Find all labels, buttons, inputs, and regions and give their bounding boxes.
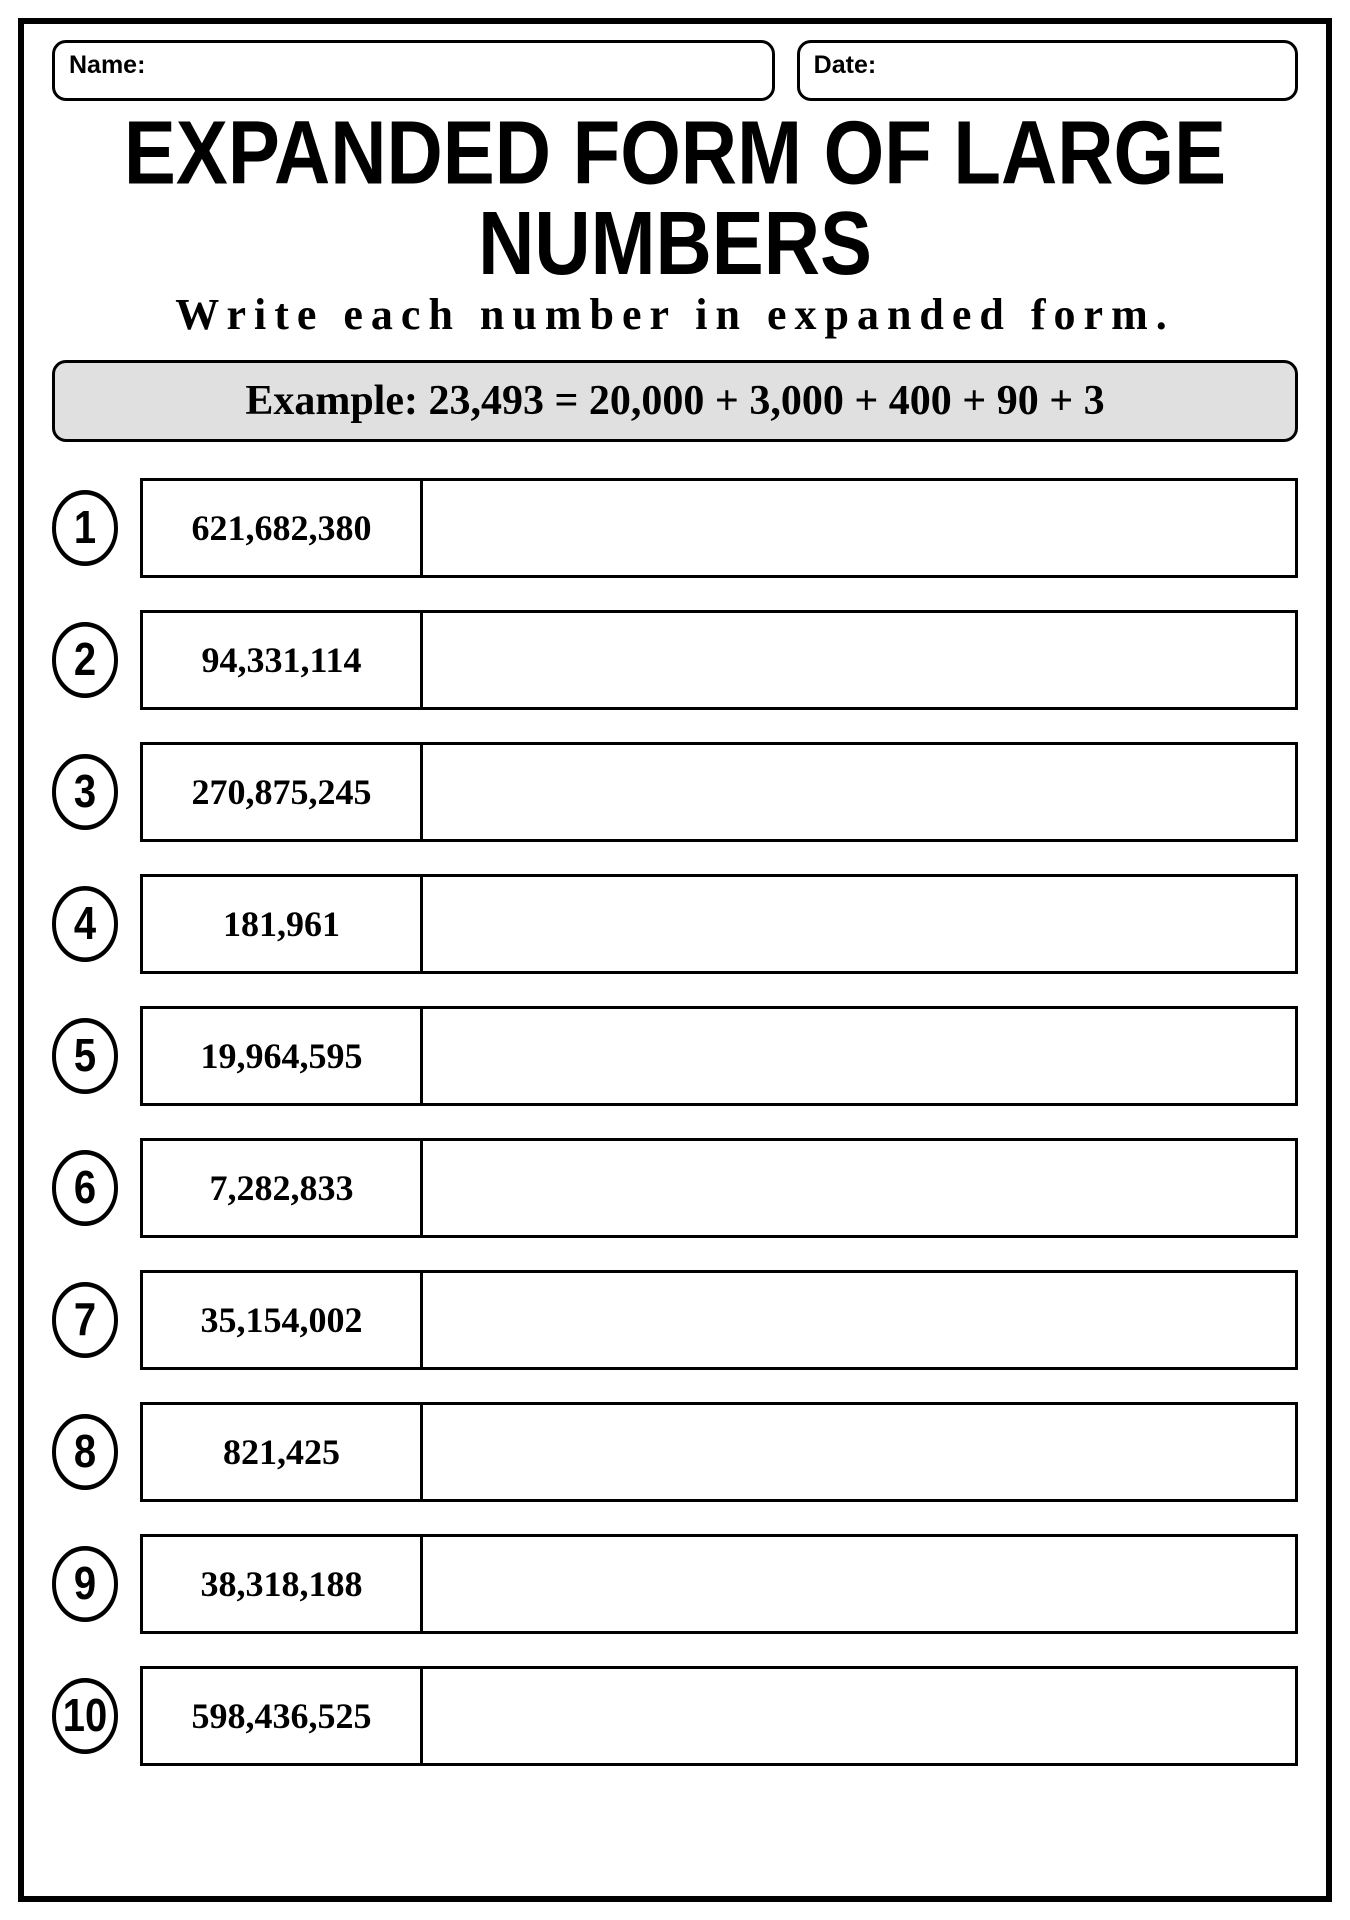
answer-blank[interactable] — [423, 877, 1295, 971]
answer-box: 598,436,525 — [140, 1666, 1298, 1766]
date-field[interactable]: Date: — [797, 40, 1298, 101]
problem-number: 5 — [52, 1018, 118, 1094]
answer-box: 38,318,188 — [140, 1534, 1298, 1634]
problem-row: 3 270,875,245 — [52, 742, 1298, 842]
answer-blank[interactable] — [423, 1273, 1295, 1367]
answer-box: 35,154,002 — [140, 1270, 1298, 1370]
answer-blank[interactable] — [423, 1537, 1295, 1631]
problem-value: 7,282,833 — [143, 1141, 423, 1235]
answer-box: 270,875,245 — [140, 742, 1298, 842]
problem-row: 7 35,154,002 — [52, 1270, 1298, 1370]
problem-value: 35,154,002 — [143, 1273, 423, 1367]
problem-row: 9 38,318,188 — [52, 1534, 1298, 1634]
problem-row: 6 7,282,833 — [52, 1138, 1298, 1238]
answer-blank[interactable] — [423, 1141, 1295, 1235]
answer-blank[interactable] — [423, 481, 1295, 575]
problem-number: 3 — [52, 754, 118, 830]
problem-row: 1 621,682,380 — [52, 478, 1298, 578]
worksheet-title: EXPANDED FORM OF LARGE NUMBERS — [83, 109, 1267, 289]
problem-number: 10 — [52, 1678, 118, 1754]
answer-box: 181,961 — [140, 874, 1298, 974]
problem-value: 19,964,595 — [143, 1009, 423, 1103]
problem-row: 10 598,436,525 — [52, 1666, 1298, 1766]
answer-blank[interactable] — [423, 1009, 1295, 1103]
problem-row: 4 181,961 — [52, 874, 1298, 974]
problem-value: 94,331,114 — [143, 613, 423, 707]
problem-value: 598,436,525 — [143, 1669, 423, 1763]
problem-number: 9 — [52, 1546, 118, 1622]
problem-value: 270,875,245 — [143, 745, 423, 839]
problem-value: 181,961 — [143, 877, 423, 971]
problem-number: 2 — [52, 622, 118, 698]
answer-blank[interactable] — [423, 613, 1295, 707]
header-fields: Name: Date: — [52, 40, 1298, 101]
problem-row: 5 19,964,595 — [52, 1006, 1298, 1106]
answer-blank[interactable] — [423, 1669, 1295, 1763]
problem-value: 821,425 — [143, 1405, 423, 1499]
example-box: Example: 23,493 = 20,000 + 3,000 + 400 +… — [52, 360, 1298, 442]
worksheet-page: Name: Date: EXPANDED FORM OF LARGE NUMBE… — [18, 18, 1332, 1902]
answer-blank[interactable] — [423, 1405, 1295, 1499]
answer-box: 94,331,114 — [140, 610, 1298, 710]
problem-number: 4 — [52, 886, 118, 962]
problem-value: 38,318,188 — [143, 1537, 423, 1631]
problem-number: 7 — [52, 1282, 118, 1358]
answer-box: 621,682,380 — [140, 478, 1298, 578]
problems-list: 1 621,682,380 2 94,331,114 3 270,875,245… — [52, 478, 1298, 1766]
problem-number: 8 — [52, 1414, 118, 1490]
answer-box: 7,282,833 — [140, 1138, 1298, 1238]
answer-box: 821,425 — [140, 1402, 1298, 1502]
problem-number: 1 — [52, 490, 118, 566]
problem-value: 621,682,380 — [143, 481, 423, 575]
problem-row: 2 94,331,114 — [52, 610, 1298, 710]
name-field[interactable]: Name: — [52, 40, 775, 101]
answer-blank[interactable] — [423, 745, 1295, 839]
problem-number: 6 — [52, 1150, 118, 1226]
problem-row: 8 821,425 — [52, 1402, 1298, 1502]
worksheet-subtitle: Write each number in expanded form. — [52, 289, 1298, 340]
answer-box: 19,964,595 — [140, 1006, 1298, 1106]
